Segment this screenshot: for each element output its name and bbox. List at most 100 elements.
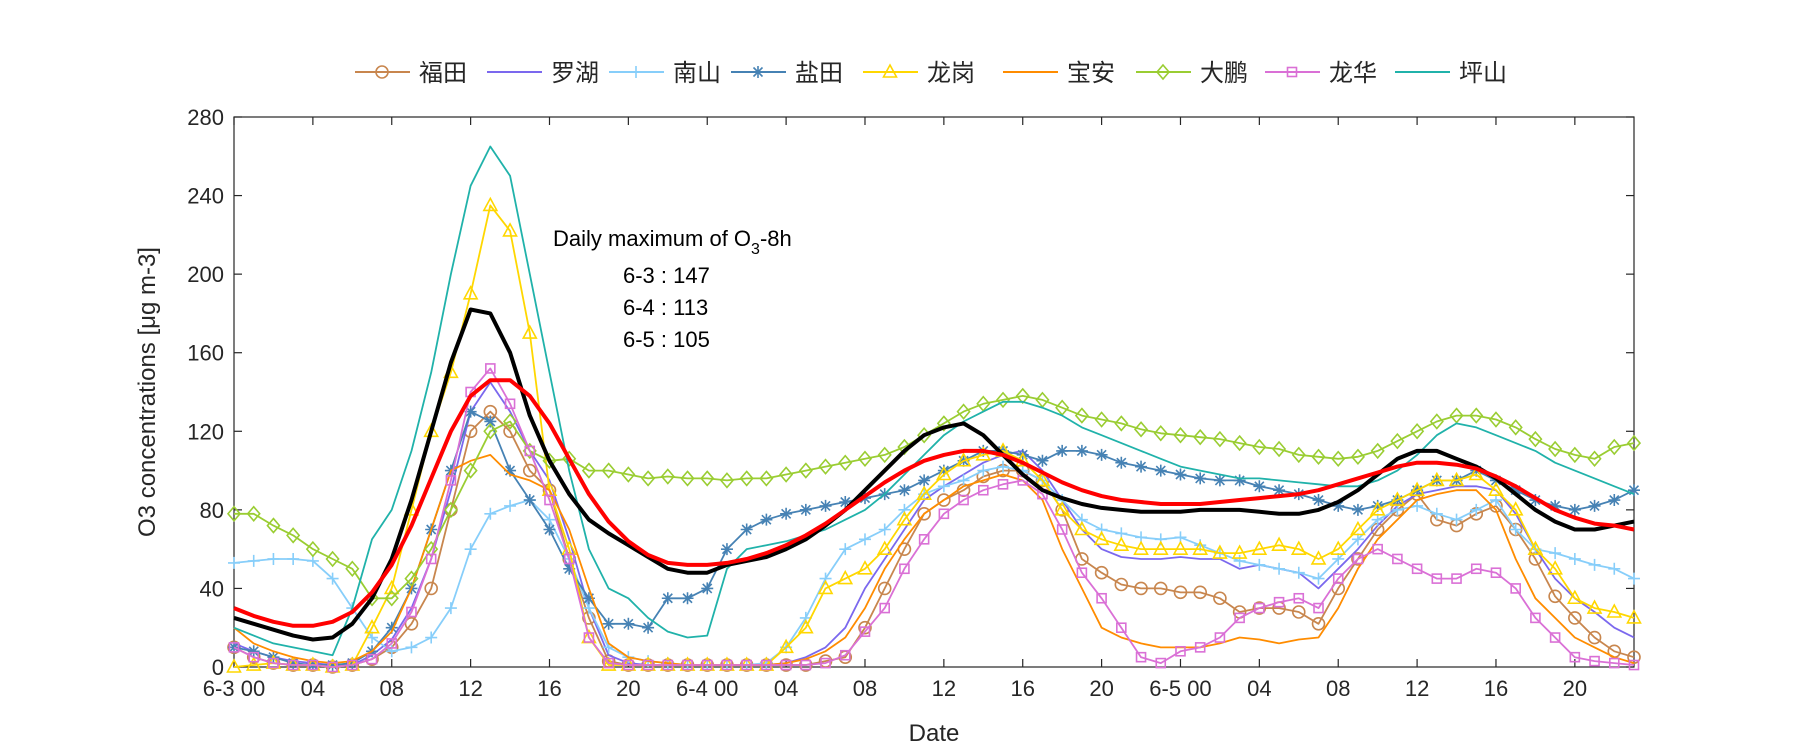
data-point	[1608, 494, 1621, 507]
data-point	[1608, 562, 1621, 575]
data-point	[877, 581, 892, 596]
data-point	[1507, 501, 1524, 516]
data-point	[839, 649, 851, 661]
data-point	[1470, 563, 1482, 575]
data-point	[1626, 434, 1642, 452]
data-point	[859, 626, 871, 637]
data-point	[957, 474, 970, 487]
data-point	[1096, 592, 1107, 604]
data-point	[1351, 533, 1364, 546]
data-point	[1074, 520, 1090, 536]
data-point	[228, 642, 240, 653]
data-point	[1509, 523, 1522, 536]
data-point	[226, 658, 242, 673]
data-point	[623, 659, 634, 671]
data-point	[1133, 421, 1149, 438]
data-point	[1095, 448, 1108, 461]
series-smooth	[233, 378, 1635, 628]
data-point	[1310, 550, 1327, 565]
data-point	[1273, 484, 1286, 497]
data-point	[955, 452, 972, 467]
data-point	[425, 553, 437, 565]
data-point	[977, 464, 990, 477]
data-point	[228, 556, 240, 569]
data-point	[1286, 66, 1298, 78]
data-point	[1390, 432, 1405, 450]
data-point	[1351, 503, 1364, 516]
data-point	[621, 466, 636, 483]
data-point	[1569, 651, 1581, 663]
data-point	[347, 659, 358, 671]
data-point	[740, 523, 753, 536]
legend-label: 南山	[673, 60, 721, 87]
data-point	[780, 507, 793, 520]
data-point	[1135, 651, 1147, 663]
series-line	[233, 378, 1635, 628]
data-point	[1488, 411, 1504, 428]
data-point	[997, 460, 1010, 473]
data-point	[641, 470, 656, 487]
data-point	[405, 641, 418, 654]
legend-item: 宝安	[1003, 60, 1115, 87]
data-point	[1411, 499, 1424, 512]
data-point	[797, 619, 814, 634]
data-point	[876, 540, 893, 555]
data-point	[307, 659, 319, 671]
data-point	[1330, 540, 1347, 555]
data-point	[622, 617, 635, 630]
data-point	[543, 523, 556, 536]
data-point	[1134, 581, 1148, 596]
series-line	[233, 204, 1635, 668]
data-point	[287, 657, 300, 670]
data-point	[1313, 602, 1324, 614]
data-point	[1173, 426, 1188, 444]
data-point	[761, 659, 772, 671]
data-point	[1253, 558, 1266, 571]
data-point	[1607, 438, 1622, 456]
data-point	[1213, 474, 1226, 487]
data-point	[247, 554, 260, 567]
data-point	[326, 659, 339, 672]
data-point	[1586, 599, 1603, 614]
data-point	[977, 484, 989, 496]
data-point	[1628, 484, 1640, 497]
data-point	[1155, 63, 1171, 81]
data-point	[1312, 494, 1325, 507]
annotation-line-2: 6-4 : 113	[623, 295, 708, 320]
x-tick-label: 08	[853, 676, 877, 701]
x-tick-label: 08	[380, 676, 404, 701]
legend-label: 坪山	[1459, 60, 1507, 87]
data-point	[1036, 454, 1049, 467]
data-point	[838, 454, 853, 471]
data-point	[601, 462, 616, 479]
data-point	[1311, 616, 1326, 631]
x-tick-label: 20	[1563, 676, 1587, 701]
data-point	[661, 592, 674, 605]
data-point	[425, 631, 438, 644]
data-point	[1429, 413, 1444, 430]
data-point	[739, 470, 754, 487]
data-point	[799, 503, 812, 516]
data-point	[1312, 572, 1325, 585]
x-tick-label: 04	[1247, 676, 1271, 701]
data-point	[1291, 605, 1306, 619]
legend-label: 龙岗	[927, 60, 975, 87]
data-point	[1054, 501, 1071, 516]
data-point	[701, 582, 714, 595]
data-point	[1152, 540, 1169, 555]
data-point	[1568, 611, 1582, 625]
data-point	[1410, 423, 1425, 440]
data-point	[1409, 481, 1425, 497]
data-point	[1350, 520, 1366, 536]
data-point	[1252, 438, 1267, 456]
x-tick-label: 16	[1010, 676, 1034, 701]
x-tick-label: 08	[1326, 676, 1350, 701]
data-point	[1135, 460, 1148, 473]
data-point	[384, 590, 399, 607]
data-point	[1074, 407, 1089, 424]
data-point	[364, 619, 380, 634]
data-point	[1549, 632, 1561, 643]
data-point	[1371, 513, 1384, 526]
data-point	[386, 638, 398, 649]
data-point	[444, 602, 457, 615]
